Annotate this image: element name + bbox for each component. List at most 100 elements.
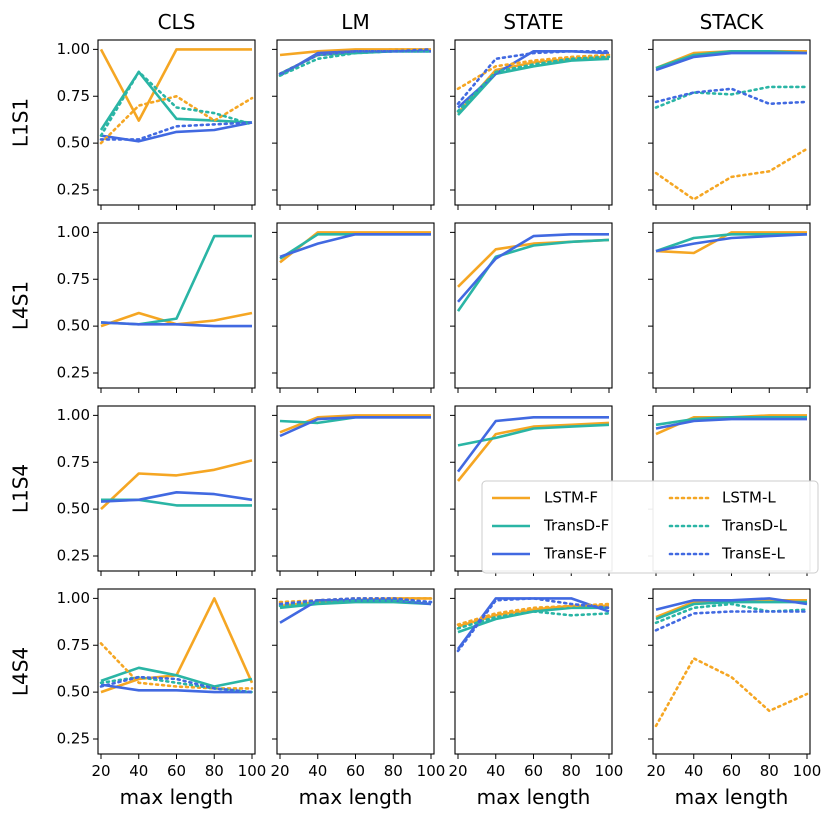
- series-line-l1s1-state-transd-f: [457, 57, 610, 116]
- panel-frame-l4s1-stack: [652, 222, 811, 389]
- x-tick-label: 60: [346, 762, 365, 780]
- series-line-l4s4-cls-lstm-f: [100, 597, 254, 694]
- panel-frame-l1s4-lm: [276, 405, 435, 572]
- panel-frame-l4s4-state: [454, 588, 613, 755]
- series-line-l4s4-state-transe-l: [456, 597, 611, 653]
- y-tick-label: 0.75: [57, 270, 90, 288]
- column-title-lm: LM: [341, 10, 369, 34]
- series-line-l1s1-stack-transd-l: [654, 85, 809, 109]
- row-label-l1s1: L1S1: [9, 98, 33, 147]
- series-line-l4s1-lm-transe-f: [279, 233, 431, 259]
- x-tick-label: 100: [238, 762, 267, 780]
- series-line-l1s1-state-transd-l: [456, 55, 611, 113]
- series-line-l1s1-lm-lstm-f: [279, 48, 431, 57]
- legend-label-transe-l: TransE-L: [721, 545, 786, 563]
- row-label-l4s1: L4S1: [9, 281, 33, 330]
- series-layer: [99, 48, 809, 728]
- column-title-state: STATE: [503, 10, 563, 34]
- series-line-l4s1-state-transe-f: [457, 233, 609, 303]
- y-tick-label: 0.75: [57, 453, 90, 471]
- panel-frame-l1s1-state: [454, 39, 613, 206]
- series-line-l1s4-cls-lstm-f: [100, 459, 253, 511]
- y-tick-label: 1.00: [57, 223, 90, 241]
- series-line-l1s1-lm-transd-l: [278, 49, 433, 77]
- y-tick-label: 0.50: [57, 683, 90, 701]
- x-axis-label: max length: [299, 785, 413, 809]
- panel-frame-l4s4-stack: [652, 588, 811, 755]
- series-line-l4s4-stack-transe-l: [654, 610, 809, 632]
- series-line-l1s4-stack-transe-f: [655, 417, 807, 430]
- x-tick-label: 100: [595, 762, 624, 780]
- x-tick-label: 20: [270, 762, 289, 780]
- panel-frame-l4s1-cls: [97, 222, 256, 389]
- series-line-l4s4-stack-transd-l: [654, 602, 809, 625]
- legend-label-lstm-f: LSTM-F: [544, 489, 598, 507]
- panel-frame-l1s1-cls: [97, 39, 256, 206]
- column-title-cls: CLS: [158, 10, 196, 34]
- legend-label-transe-f: TransE-F: [543, 545, 607, 563]
- x-tick-label: 20: [646, 762, 665, 780]
- y-tick-label: 0.75: [57, 636, 90, 654]
- legend-box: [481, 480, 819, 574]
- series-line-l1s1-lm-transe-l: [278, 48, 433, 76]
- x-tick-label: 40: [486, 762, 505, 780]
- x-tick-label: 40: [308, 762, 327, 780]
- series-line-l4s4-state-transd-l: [456, 610, 611, 630]
- x-tick-label: 80: [205, 762, 224, 780]
- series-line-l1s4-lm-transe-f: [279, 415, 431, 438]
- series-line-l1s4-state-transe-f: [456, 415, 609, 473]
- panel-frame-l4s1-lm: [276, 222, 435, 389]
- x-tick-label: 40: [129, 762, 148, 780]
- series-line-l4s1-stack-transe-f: [655, 233, 808, 253]
- series-line-l4s4-cls-transe-l: [99, 675, 254, 694]
- y-tick-label: 0.50: [57, 317, 90, 335]
- series-line-l1s4-state-lstm-f: [456, 421, 610, 482]
- x-tick-label: 100: [793, 762, 822, 780]
- legend-label-transd-f: TransD-F: [543, 517, 609, 535]
- series-line-l1s1-cls-lstm-l: [99, 95, 254, 145]
- series-line-l1s4-state-transd-f: [457, 423, 610, 447]
- series-line-l4s1-cls-transe-f: [100, 321, 252, 328]
- y-tick-label: 0.25: [57, 547, 90, 565]
- x-tick-label: 80: [562, 762, 581, 780]
- panel-frame-l4s4-cls: [97, 588, 256, 755]
- y-tick-label: 1.00: [57, 589, 90, 607]
- y-tick-label: 0.25: [57, 730, 90, 748]
- series-line-l1s1-cls-transe-l: [99, 121, 254, 141]
- series-line-l4s4-cls-transe-f: [100, 683, 252, 694]
- series-line-l1s1-stack-transe-f: [655, 51, 807, 72]
- y-tick-label: 0.25: [57, 364, 90, 382]
- series-line-l1s1-stack-lstm-l: [654, 147, 809, 201]
- panel-frame-l4s1-state: [454, 222, 613, 389]
- series-line-l4s4-stack-transd-f: [655, 600, 807, 621]
- series-line-l1s1-cls-transd-l: [99, 70, 254, 137]
- series-line-l4s4-cls-transd-f: [100, 666, 253, 688]
- panel-frame-l1s1-lm: [276, 39, 435, 206]
- column-title-stack: STACK: [700, 10, 765, 34]
- legend-label-transd-l: TransD-L: [721, 517, 788, 535]
- x-tick-label: 80: [384, 762, 403, 780]
- series-line-l1s1-cls-transd-f: [99, 70, 253, 131]
- series-line-l1s4-cls-transe-f: [100, 490, 253, 503]
- series-line-l4s4-stack-transe-f: [655, 597, 808, 611]
- y-tick-label: 1.00: [57, 40, 90, 58]
- legend-label-lstm-l: LSTM-L: [722, 489, 776, 507]
- series-line-l4s1-lm-transd-f: [279, 233, 431, 260]
- x-tick-label: 20: [448, 762, 467, 780]
- y-tick-label: 0.25: [57, 181, 90, 199]
- axes-layer: CLS LM STATE STACK L1S1 L4S1 L1S4 L4S4 0.25 0.50 0…: [9, 10, 822, 809]
- x-tick-label: 60: [167, 762, 186, 780]
- x-tick-label: 60: [722, 762, 741, 780]
- y-tick-label: 0.50: [57, 134, 90, 152]
- panel-frame-l1s4-cls: [97, 405, 256, 572]
- x-tick-label: 100: [417, 762, 446, 780]
- x-tick-label: 20: [91, 762, 110, 780]
- series-line-l1s1-stack-transe-l: [654, 87, 809, 106]
- x-axis-label: max length: [675, 785, 789, 809]
- x-tick-label: 80: [760, 762, 779, 780]
- series-line-l4s1-lm-lstm-f: [279, 231, 431, 264]
- x-tick-label: 40: [684, 762, 703, 780]
- series-line-l4s1-stack-lstm-f: [655, 231, 807, 255]
- panel-frame-l4s4-lm: [276, 588, 435, 755]
- x-tick-label: 60: [524, 762, 543, 780]
